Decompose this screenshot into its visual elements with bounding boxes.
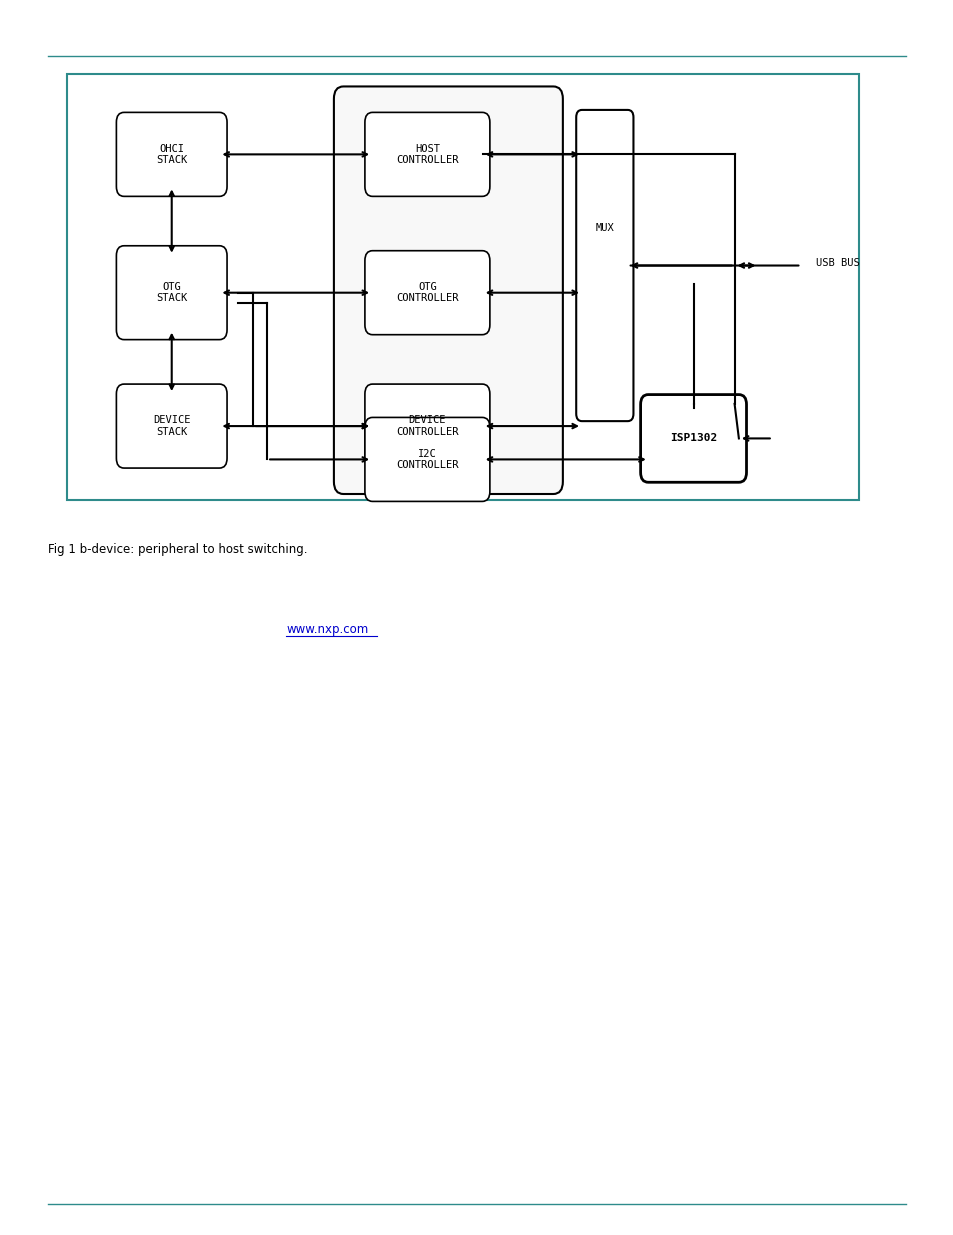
Text: DEVICE
STACK: DEVICE STACK — [152, 415, 191, 437]
Text: OTG
STACK: OTG STACK — [156, 282, 187, 304]
FancyBboxPatch shape — [116, 112, 227, 196]
FancyBboxPatch shape — [364, 384, 490, 468]
Text: HOST
CONTROLLER: HOST CONTROLLER — [395, 143, 458, 165]
Text: DEVICE
CONTROLLER: DEVICE CONTROLLER — [395, 415, 458, 437]
Text: www.nxp.com: www.nxp.com — [286, 624, 368, 636]
Text: OTG
CONTROLLER: OTG CONTROLLER — [395, 282, 458, 304]
Text: MUX: MUX — [595, 224, 614, 233]
FancyBboxPatch shape — [364, 417, 490, 501]
Text: USB BUS: USB BUS — [815, 258, 859, 268]
FancyBboxPatch shape — [576, 110, 633, 421]
FancyBboxPatch shape — [364, 251, 490, 335]
FancyBboxPatch shape — [639, 394, 745, 482]
Text: I2C
CONTROLLER: I2C CONTROLLER — [395, 448, 458, 471]
Text: OHCI
STACK: OHCI STACK — [156, 143, 187, 165]
Text: Fig 1 b-device: peripheral to host switching.: Fig 1 b-device: peripheral to host switc… — [48, 543, 307, 556]
FancyBboxPatch shape — [116, 384, 227, 468]
Bar — [67, 74, 858, 500]
FancyBboxPatch shape — [116, 246, 227, 340]
Text: ISP1302: ISP1302 — [669, 433, 717, 443]
FancyBboxPatch shape — [334, 86, 562, 494]
FancyBboxPatch shape — [364, 112, 490, 196]
